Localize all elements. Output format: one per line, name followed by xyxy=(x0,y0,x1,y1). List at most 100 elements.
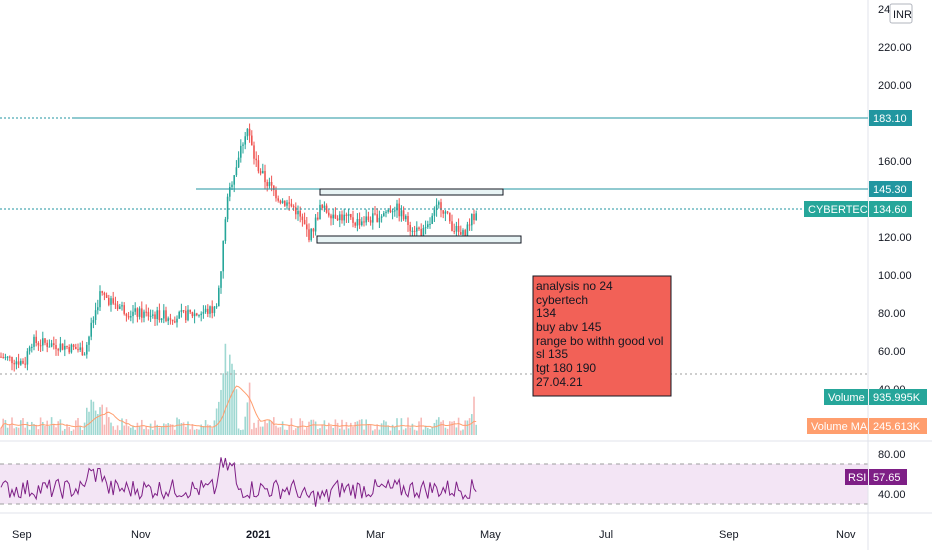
volume-bar xyxy=(125,419,128,435)
candle-body xyxy=(277,198,279,201)
volume-bar xyxy=(264,420,266,435)
volume-bar xyxy=(312,419,315,435)
candle-body xyxy=(116,304,119,309)
candle-body xyxy=(134,308,136,312)
volume-bar xyxy=(176,417,178,435)
candle-body xyxy=(391,211,394,213)
candle-body xyxy=(57,349,59,351)
candle-body xyxy=(13,363,15,365)
volume-bar xyxy=(61,430,64,435)
volume-bar xyxy=(416,430,418,435)
volume-bar xyxy=(229,354,231,435)
volume-bar xyxy=(409,427,411,435)
candle-body xyxy=(422,228,425,236)
volume-bar xyxy=(26,421,29,435)
candle-body xyxy=(442,210,444,214)
volume-bar xyxy=(178,419,180,435)
volume-bar xyxy=(180,423,183,435)
volume-bar xyxy=(39,417,42,435)
price-tick-label: 220.00 xyxy=(878,42,912,54)
range-bottom-box[interactable] xyxy=(316,235,522,244)
candle-body xyxy=(418,227,420,229)
candle-body xyxy=(319,204,321,220)
candle-body xyxy=(53,343,55,346)
volume-bar xyxy=(114,429,117,435)
volume-ma-tag-label: Volume MA xyxy=(811,421,868,433)
candle-body xyxy=(372,213,374,223)
volume-bar xyxy=(391,424,394,435)
candle-body xyxy=(354,222,356,226)
candle-body xyxy=(35,336,37,343)
volume-ma-tag: Volume MA 245.613K xyxy=(807,418,927,434)
volume-bar xyxy=(72,429,75,435)
candle-body xyxy=(70,344,73,353)
range-top-box[interactable] xyxy=(319,188,504,196)
volume-bar xyxy=(209,425,211,435)
candle-body xyxy=(424,227,427,229)
candle-body xyxy=(457,225,460,233)
volume-bar xyxy=(451,421,453,435)
candle-body xyxy=(268,181,271,187)
price-tick-label: 120.00 xyxy=(878,232,912,244)
candle-body xyxy=(462,230,464,235)
rsi-pane xyxy=(0,457,868,507)
volume-bar xyxy=(255,427,257,435)
volume-bar xyxy=(251,429,253,435)
candle-body xyxy=(86,344,88,355)
candle-body xyxy=(314,217,317,232)
candle-body xyxy=(297,210,299,215)
volume-bar xyxy=(413,429,416,435)
volume-bar xyxy=(323,420,326,435)
candle-body xyxy=(433,209,436,216)
rsi-tag: RSI 57.65 xyxy=(845,469,907,485)
candle-body xyxy=(193,313,196,317)
volume-bar xyxy=(103,424,106,435)
volume-bar xyxy=(24,427,26,435)
candle-body xyxy=(460,232,462,235)
volume-bar xyxy=(378,429,381,435)
candle-body xyxy=(367,216,370,221)
candle-body xyxy=(376,214,378,223)
candle-body xyxy=(288,202,290,204)
volume-bar xyxy=(213,420,216,435)
currency-tag[interactable]: INR xyxy=(889,3,913,24)
volume-bar xyxy=(86,407,88,435)
candle-body xyxy=(332,214,334,219)
volume-bar xyxy=(429,429,431,435)
volume-bar xyxy=(339,428,341,435)
volume-bar xyxy=(215,408,218,435)
volume-bar xyxy=(281,421,284,435)
volume-bar xyxy=(53,424,55,435)
volume-bar xyxy=(314,421,317,435)
candle-body xyxy=(101,291,103,293)
volume-bar xyxy=(48,425,51,435)
analysis-note[interactable]: analysis no 24 cybertech 134 buy abv 145… xyxy=(532,275,672,397)
volume-bar xyxy=(136,422,139,435)
candle-body xyxy=(253,145,255,159)
volume-bar xyxy=(143,429,145,435)
volume-bar xyxy=(94,410,97,435)
volume-bar xyxy=(453,420,455,435)
volume-bar xyxy=(330,426,332,435)
volume-bar xyxy=(376,424,378,435)
volume-bar xyxy=(59,419,62,435)
candle-body xyxy=(44,338,46,343)
price-tag-text: 183.10 xyxy=(873,113,907,125)
volume-bar xyxy=(396,418,398,435)
candle-body xyxy=(383,213,385,217)
currency-label: INR xyxy=(893,9,912,21)
volume-bar xyxy=(196,428,198,435)
volume-bar xyxy=(44,425,46,435)
price-pane[interactable] xyxy=(0,123,477,372)
candle-body xyxy=(323,205,326,208)
candle-body xyxy=(191,312,194,317)
candle-body xyxy=(374,213,376,215)
candle-body xyxy=(22,360,24,364)
volume-bar xyxy=(134,429,136,435)
volume-bar xyxy=(200,424,202,435)
candle-body xyxy=(17,361,20,365)
candle-body xyxy=(211,306,213,314)
time-axis[interactable]: Sep Nov 2021 Mar May Jul Sep Nov xyxy=(12,529,856,541)
time-tick-label: Jul xyxy=(599,529,613,541)
